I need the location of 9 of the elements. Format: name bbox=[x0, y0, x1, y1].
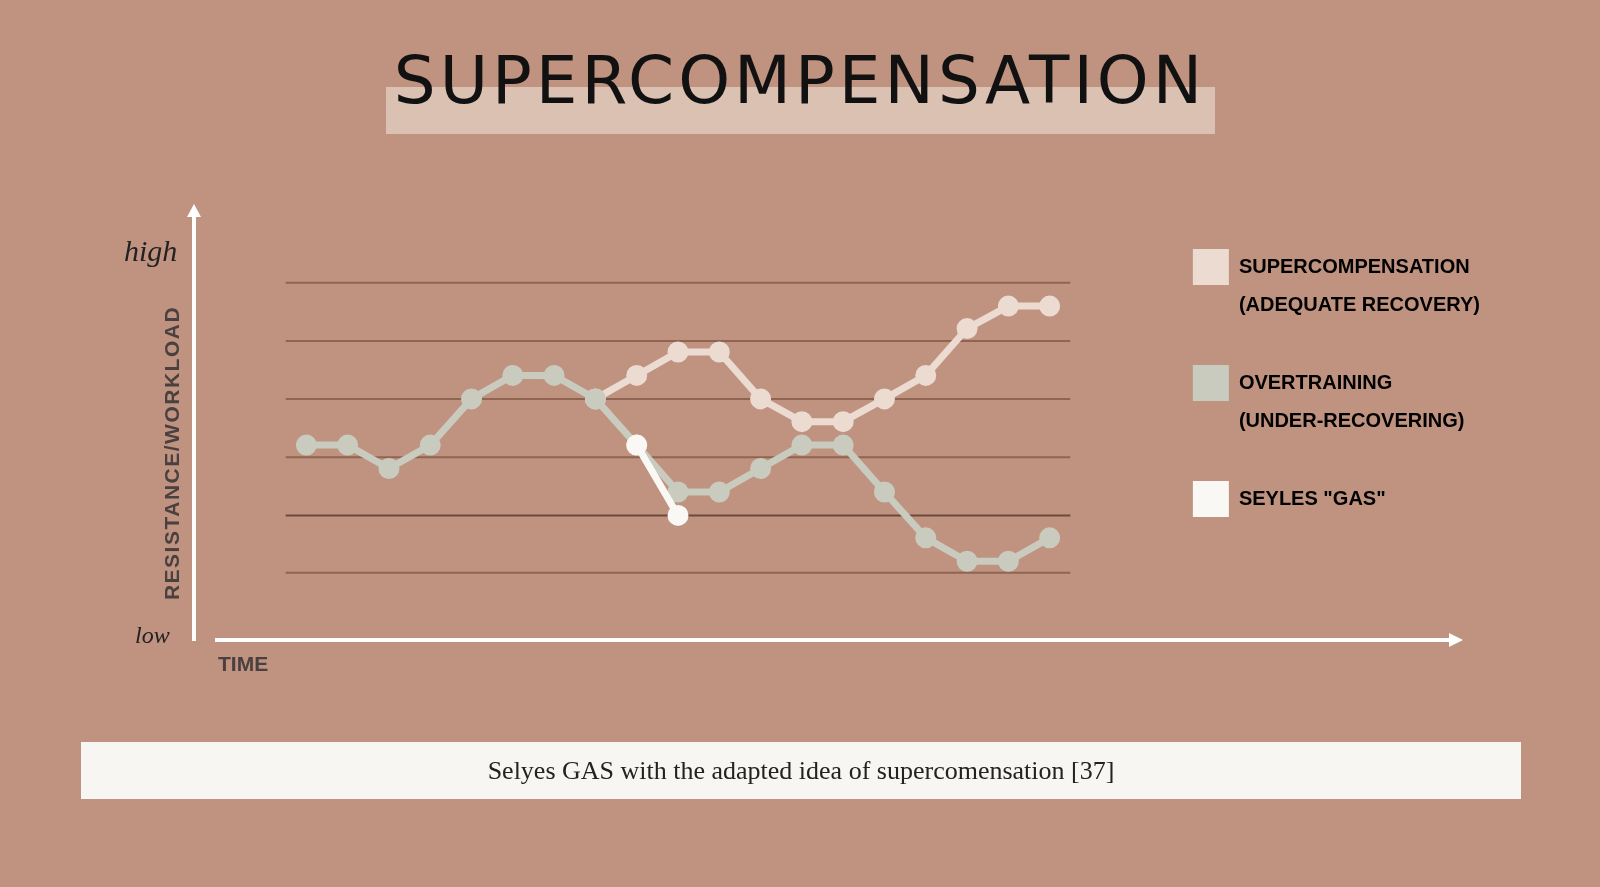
x-axis-title: TIME bbox=[218, 652, 269, 676]
y-axis-title: RESISTANCE/WORKLOAD bbox=[160, 305, 184, 601]
legend-label: SUPERCOMPENSATION (ADEQUATE RECOVERY) bbox=[1238, 254, 1480, 315]
legend-label: SEYLES "GAS" bbox=[1238, 486, 1386, 509]
text: high bbox=[124, 234, 178, 268]
legend-label: OVERTRAINING (UNDER-RECOVERING) bbox=[1238, 370, 1465, 431]
chart-title: SUPERCOMPENSATION bbox=[392, 42, 1208, 119]
text: low bbox=[135, 622, 170, 649]
text: Selyes GAS with the adapted idea of supercomensation [37] bbox=[487, 755, 1115, 786]
